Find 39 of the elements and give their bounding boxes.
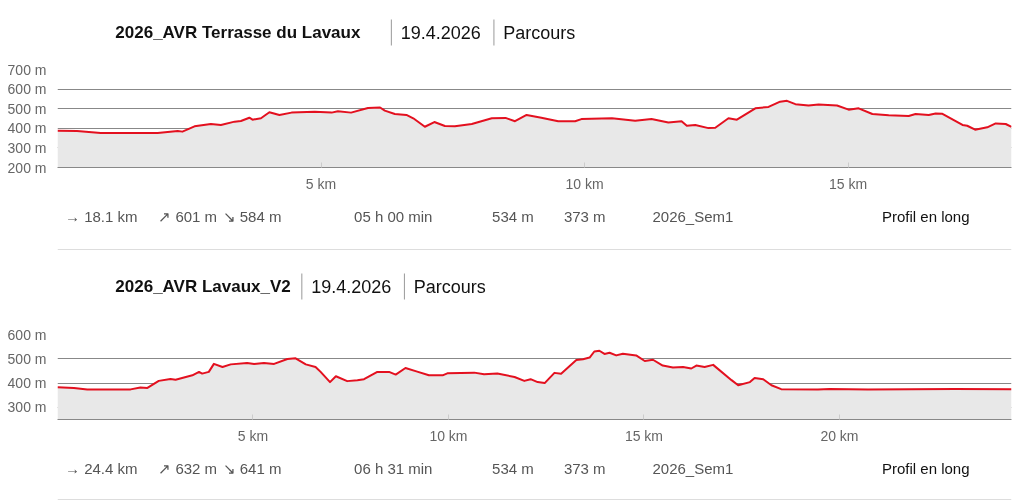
text: 373 m: [563, 208, 606, 225]
y-tick-label: 400 m: [7, 120, 47, 137]
x-tick-label: 10 km: [429, 427, 468, 444]
text: 19.4.2026: [400, 23, 481, 43]
y-tick-label: 300 m: [7, 139, 47, 156]
text: ↗ 632 m: [158, 460, 218, 477]
text: 534 m: [492, 208, 534, 225]
text: 2026_Sem1: [652, 460, 734, 477]
y-tick-label: 500 m: [7, 100, 47, 117]
x-tick-label: 10 km: [565, 175, 604, 192]
text: 19.4.2026: [311, 277, 392, 297]
y-tick-label: 600 m: [7, 81, 47, 98]
text: 06 h 31 min: [354, 460, 433, 477]
x-tick-label: 5 km: [305, 175, 337, 192]
x-tick-label: 15 km: [624, 427, 664, 444]
text: ↘ 641 m: [222, 460, 282, 477]
text: Profil en long: [881, 460, 970, 477]
text: → 24.4 km: [64, 460, 138, 477]
text: 373 m: [563, 460, 606, 477]
y-tick-label: 700 m: [7, 61, 47, 78]
y-tick-label: 200 m: [7, 159, 47, 176]
x-tick-label: 15 km: [829, 175, 868, 192]
y-tick-label: 300 m: [7, 399, 47, 416]
text: 534 m: [492, 460, 534, 477]
text: Profil en long: [881, 208, 970, 225]
y-tick-label: 400 m: [7, 375, 47, 392]
chart-title: 2026_AVR Terrasse du Lavaux: [115, 23, 361, 42]
x-tick-label: 20 km: [820, 427, 859, 444]
text: ↘ 584 m: [222, 208, 282, 225]
x-tick-label: 5 km: [237, 427, 269, 444]
chart-title: 2026_AVR Lavaux_V2: [115, 277, 291, 296]
text: Parcours: [413, 276, 486, 297]
text: Parcours: [503, 22, 576, 43]
text: 05 h 00 min: [354, 208, 433, 225]
text: → 18.1 km: [64, 208, 138, 225]
y-tick-label: 500 m: [7, 350, 47, 367]
y-tick-label: 600 m: [7, 326, 47, 343]
text: 2026_Sem1: [652, 208, 734, 225]
text: ↗ 601 m: [158, 208, 218, 225]
